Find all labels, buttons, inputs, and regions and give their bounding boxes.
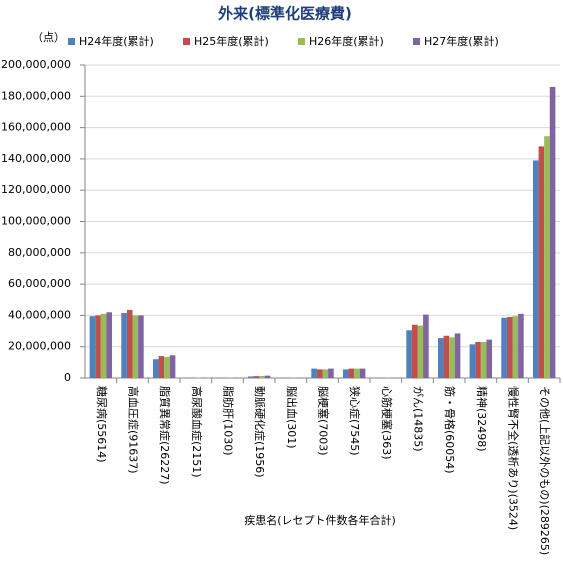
bar: [253, 376, 260, 378]
bar: [106, 312, 113, 378]
y-tick-label: 200,000,000: [1, 58, 71, 71]
x-tick-label: がん(14835): [412, 386, 426, 452]
bar: [475, 342, 481, 378]
bar: [417, 325, 424, 378]
x-tick-label: 精神(32498): [475, 386, 489, 452]
y-tick-label: 80,000,000: [8, 246, 71, 259]
bar: [354, 368, 360, 378]
x-tick-label: 高尿酸血症(2151): [190, 386, 204, 478]
bar: [342, 369, 349, 378]
bar: [311, 368, 317, 378]
bar: [486, 339, 493, 378]
bar: [264, 375, 271, 378]
y-axis-label: （点）: [32, 31, 65, 44]
bar: [469, 344, 476, 378]
bar: [95, 315, 101, 378]
bar: [89, 316, 96, 378]
bar: [348, 368, 355, 378]
x-tick-label: 脂肪肝(1030): [222, 386, 236, 456]
y-tick-label: 160,000,000: [1, 121, 71, 134]
bar: [132, 315, 139, 378]
x-tick-label: 動脈硬化症(1956): [253, 386, 267, 478]
bar: [544, 136, 550, 378]
bar: [121, 313, 127, 378]
legend-label: H27年度(累計): [424, 34, 499, 48]
bar: [538, 146, 545, 378]
bar: [411, 324, 418, 378]
x-tick-label: 筋・骨格(60054): [443, 386, 457, 474]
bar: [247, 376, 254, 378]
bar: [423, 314, 429, 378]
x-tick-label: 狭心症(7545): [348, 386, 362, 456]
bar: [506, 316, 513, 378]
y-tick-label: 180,000,000: [1, 89, 71, 102]
y-tick-label: 140,000,000: [1, 152, 71, 165]
bar: [138, 315, 144, 378]
x-tick-label: 脳出血(301): [285, 386, 299, 449]
bar: [152, 359, 159, 378]
legend-label: H24年度(累計): [79, 34, 154, 48]
legend-swatch: [413, 38, 420, 45]
legend-swatch: [68, 38, 75, 45]
bar: [169, 355, 176, 378]
y-tick-label: 20,000,000: [8, 340, 71, 353]
x-tick-label: 糖尿病(55614): [95, 386, 109, 463]
bar: [480, 342, 487, 378]
bar: [359, 368, 366, 378]
legend-label: H26年度(累計): [309, 34, 384, 48]
x-tick-label: 高血圧症(91637): [127, 386, 141, 474]
x-axis-label: 疾患名(レセプト件数各年合計): [244, 513, 396, 527]
bar: [406, 330, 412, 378]
y-tick-label: 100,000,000: [1, 215, 71, 228]
bar: [512, 316, 519, 378]
y-tick-label: 40,000,000: [8, 308, 71, 321]
bar: [454, 333, 461, 378]
y-tick-label: 60,000,000: [8, 277, 71, 290]
bar: [100, 313, 107, 378]
bar: [164, 356, 170, 378]
y-tick-label: 120,000,000: [1, 183, 71, 196]
bar: [443, 335, 450, 378]
bar: [437, 338, 444, 378]
bar: [158, 356, 165, 378]
bar: [518, 313, 524, 378]
bar: [449, 337, 455, 378]
bar: [126, 309, 133, 378]
legend-label: H25年度(累計): [194, 34, 269, 48]
x-tick-label: 慢性腎不全(透析あり)(3524): [507, 386, 521, 530]
bar: [259, 375, 265, 378]
chart-title: 外来(標準化医療費): [217, 5, 352, 23]
bar: [549, 86, 556, 378]
legend-swatch: [183, 38, 190, 45]
legend-swatch: [298, 38, 305, 45]
y-tick-label: 0: [64, 371, 71, 384]
bar: [501, 317, 507, 378]
bar: [532, 160, 539, 378]
bar: [322, 369, 329, 378]
x-tick-label: 心筋梗塞(363): [380, 386, 394, 460]
bar: [316, 369, 323, 378]
bar: [328, 368, 334, 378]
x-tick-label: 脂質異常症(26227): [158, 386, 172, 485]
x-tick-label: その他(上記以外のもの)(289265): [538, 386, 552, 555]
x-tick-label: 脳梗塞(7003): [317, 386, 331, 456]
